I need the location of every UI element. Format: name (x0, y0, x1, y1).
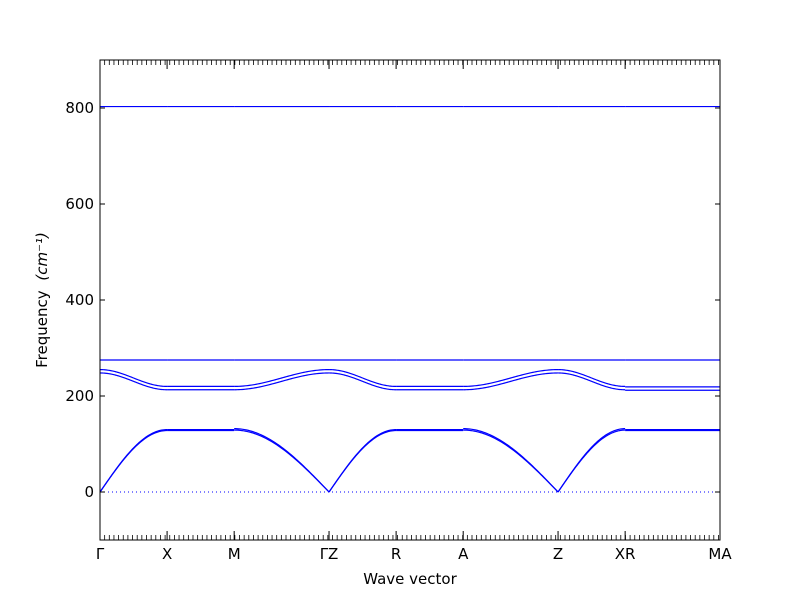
series-layer (99, 105, 720, 493)
x-tick-label: R (391, 545, 401, 563)
band-line-seg2-band2 (234, 369, 330, 387)
band-line-seg3-band3 (329, 372, 397, 391)
x-tick-label: ΓZ (320, 545, 339, 563)
band-line-seg6-band2 (558, 369, 626, 387)
band-line-seg5-band3 (463, 372, 559, 391)
y-tick-label: 0 (84, 483, 94, 501)
x-tick-label: X (162, 545, 172, 563)
plot-frame (99, 59, 721, 541)
y-tick-label: 200 (65, 387, 94, 405)
x-minor-ticks (99, 60, 719, 540)
y-tick-label: 800 (65, 99, 94, 117)
y-tick-label: 400 (65, 291, 94, 309)
band-line-seg5-band2 (463, 369, 559, 387)
band-line-seg3-band1 (328, 429, 397, 493)
band-line-seg2-band1 (234, 429, 330, 493)
band-line-seg0-band1 (99, 429, 168, 493)
x-axis-label: Wave vector (363, 570, 457, 588)
y-axis-label-unit: (cm⁻¹) (33, 232, 51, 281)
x-tick-label: M (228, 545, 241, 563)
band-line-seg2-band3 (234, 372, 330, 391)
y-axis-ticks: 0 200 400 600 800 (65, 99, 720, 501)
x-tick-label: A (458, 545, 469, 563)
band-line-seg0-band3 (99, 372, 168, 391)
y-axis-label: Frequency (cm⁻¹) (33, 232, 51, 368)
x-tick-label: XR (615, 545, 636, 563)
x-tick-label: MA (708, 545, 732, 563)
band-line-seg0-band2 (99, 369, 168, 387)
y-tick-label: 600 (65, 195, 94, 213)
y-axis-label-text: Frequency (33, 290, 51, 368)
x-tick-label: Z (553, 545, 563, 563)
band-line-seg6-band1 (557, 429, 626, 493)
band-line-seg5-band1 (463, 429, 559, 493)
band-line-seg3-band2 (329, 369, 397, 387)
x-tick-label: Γ (96, 545, 105, 563)
x-axis-ticks: Γ X M ΓZ R A Z XR MA (96, 60, 732, 563)
band-line-seg6-band3 (558, 372, 626, 391)
